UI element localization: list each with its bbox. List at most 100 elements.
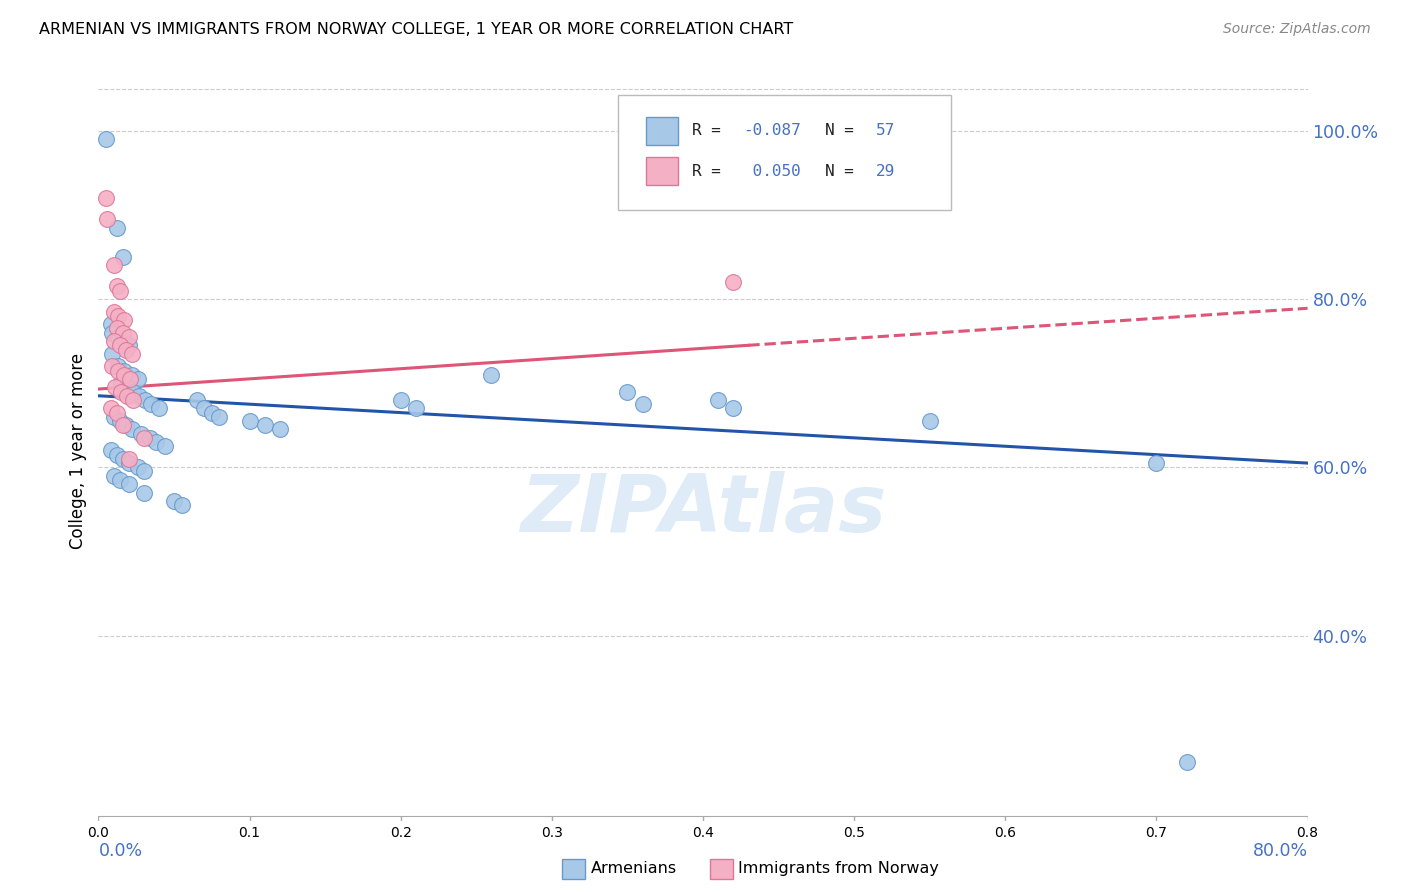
Text: ARMENIAN VS IMMIGRANTS FROM NORWAY COLLEGE, 1 YEAR OR MORE CORRELATION CHART: ARMENIAN VS IMMIGRANTS FROM NORWAY COLLE…	[39, 22, 793, 37]
Point	[153, 439, 176, 453]
Point	[122, 392, 145, 407]
Text: R =: R =	[692, 123, 731, 138]
Text: N =: N =	[825, 164, 863, 178]
Point	[107, 309, 129, 323]
Point	[128, 389, 150, 403]
Point	[101, 359, 124, 374]
Point	[108, 284, 131, 298]
Point	[723, 401, 745, 416]
Point	[108, 473, 131, 487]
Point	[253, 418, 276, 433]
Point	[103, 334, 125, 348]
Point	[111, 418, 134, 433]
Point	[94, 191, 117, 205]
Point	[163, 494, 186, 508]
Point	[193, 401, 215, 416]
Text: 57: 57	[876, 123, 896, 138]
Point	[631, 397, 654, 411]
Text: Source: ZipAtlas.com: Source: ZipAtlas.com	[1223, 22, 1371, 37]
Point	[120, 372, 142, 386]
Point	[707, 392, 730, 407]
Text: 29: 29	[876, 164, 896, 178]
Point	[118, 456, 141, 470]
Point	[114, 418, 136, 433]
Point	[1144, 456, 1167, 470]
Text: ZIPAtlas: ZIPAtlas	[520, 471, 886, 549]
Point	[94, 132, 117, 146]
FancyBboxPatch shape	[619, 95, 950, 210]
Point	[148, 401, 170, 416]
Point	[103, 259, 125, 273]
Point	[103, 409, 125, 424]
Point	[201, 406, 224, 420]
Point	[121, 368, 143, 382]
Point	[145, 435, 167, 450]
Text: 0.0%: 0.0%	[98, 842, 142, 860]
Point	[110, 384, 132, 399]
Point	[112, 334, 135, 348]
Point	[103, 304, 125, 318]
Point	[1175, 755, 1198, 769]
Point	[139, 431, 162, 445]
Point	[115, 389, 138, 403]
Y-axis label: College, 1 year or more: College, 1 year or more	[69, 352, 87, 549]
Point	[129, 426, 152, 441]
Point	[170, 498, 193, 512]
Point	[481, 368, 503, 382]
Text: Armenians: Armenians	[591, 862, 676, 876]
Point	[105, 406, 128, 420]
Point	[118, 330, 141, 344]
Point	[107, 363, 129, 377]
Point	[186, 392, 208, 407]
Point	[132, 431, 155, 445]
Point	[269, 422, 291, 436]
Point	[96, 212, 118, 227]
Point	[118, 477, 141, 491]
Point	[112, 313, 135, 327]
Point	[918, 414, 941, 428]
Point	[110, 376, 132, 391]
FancyBboxPatch shape	[647, 157, 678, 186]
Point	[127, 372, 149, 386]
Point	[107, 330, 129, 344]
Point	[208, 409, 231, 424]
Point	[108, 338, 131, 352]
Point	[112, 363, 135, 377]
Point	[239, 414, 262, 428]
Point	[132, 465, 155, 479]
Point	[111, 250, 134, 264]
Text: R =: R =	[692, 164, 731, 178]
Text: -0.087: -0.087	[742, 123, 800, 138]
Point	[141, 397, 163, 411]
Point	[115, 380, 138, 394]
FancyBboxPatch shape	[647, 117, 678, 145]
Point	[105, 321, 128, 335]
Point	[132, 485, 155, 500]
Point	[105, 279, 128, 293]
Point	[103, 468, 125, 483]
Point	[616, 384, 638, 399]
Point	[118, 338, 141, 352]
Point	[134, 392, 156, 407]
Point	[111, 451, 134, 466]
Text: N =: N =	[825, 123, 863, 138]
Point	[121, 422, 143, 436]
Point	[112, 368, 135, 382]
Point	[107, 359, 129, 374]
Point	[100, 318, 122, 332]
Point	[104, 380, 127, 394]
Point	[101, 347, 124, 361]
Text: 80.0%: 80.0%	[1253, 842, 1308, 860]
Point	[121, 347, 143, 361]
Point	[101, 326, 124, 340]
Point	[100, 443, 122, 458]
Text: Immigrants from Norway: Immigrants from Norway	[738, 862, 939, 876]
Point	[105, 220, 128, 235]
Point	[118, 451, 141, 466]
Point	[127, 460, 149, 475]
Point	[105, 448, 128, 462]
Text: 0.050: 0.050	[742, 164, 800, 178]
Point	[122, 384, 145, 399]
Point	[405, 401, 427, 416]
Point	[389, 392, 412, 407]
